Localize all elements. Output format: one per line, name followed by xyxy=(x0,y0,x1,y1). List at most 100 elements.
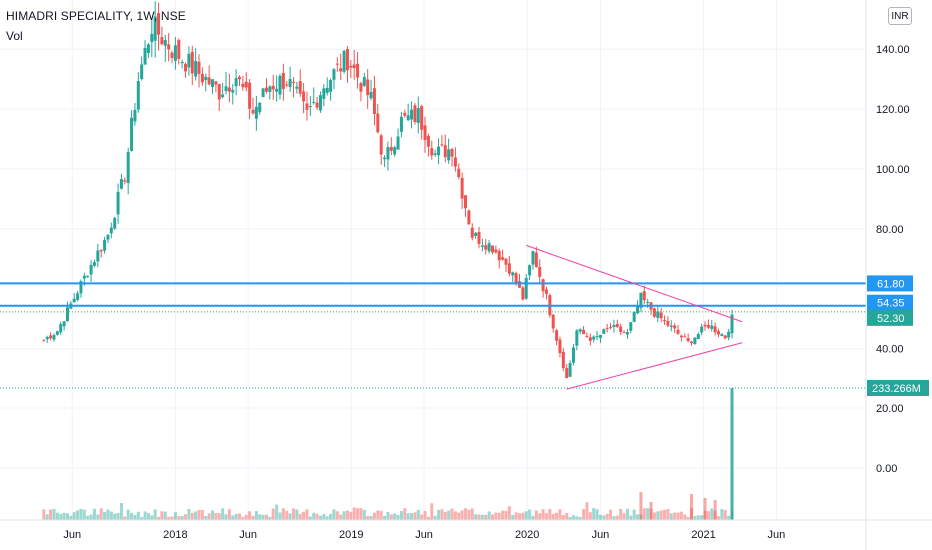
volume-bar xyxy=(679,511,683,520)
candle-body xyxy=(490,245,494,253)
volume-bar xyxy=(278,512,282,520)
candle-body xyxy=(126,152,130,184)
volume-bar xyxy=(561,514,565,520)
candle-body xyxy=(706,325,710,328)
candle-body xyxy=(487,243,491,252)
candle-body xyxy=(679,335,683,338)
candle-body xyxy=(352,64,356,69)
candle-body xyxy=(248,82,252,109)
volume-bar xyxy=(288,513,292,520)
volume-bar xyxy=(109,511,113,520)
volume-bar xyxy=(649,502,653,520)
drawings[interactable] xyxy=(0,244,866,390)
candle-body xyxy=(335,63,339,65)
candle-body xyxy=(62,321,66,327)
candle-body xyxy=(464,195,468,209)
candle-body xyxy=(467,210,471,225)
volume-bar xyxy=(173,512,177,520)
volume-bar xyxy=(275,504,279,520)
volume-bar xyxy=(652,512,656,520)
candle-body xyxy=(332,69,336,80)
volume-bar xyxy=(474,514,478,520)
candle-body xyxy=(197,61,201,74)
volume-bar xyxy=(116,512,120,520)
volume-bar xyxy=(241,516,245,520)
volume-bar xyxy=(244,514,248,520)
volume-bar xyxy=(194,511,198,520)
volume-bar xyxy=(578,516,582,520)
volume-bar xyxy=(227,509,231,520)
candle-body xyxy=(571,347,575,363)
price-tags: 61.80 54.35 52.30 233.266M xyxy=(867,275,929,396)
candle-body xyxy=(609,327,613,329)
candle-body xyxy=(723,335,727,339)
volume-bar xyxy=(69,515,73,520)
volume-bar xyxy=(430,503,434,520)
volume-bar xyxy=(140,516,144,520)
volume-bar xyxy=(366,516,370,520)
candle-body xyxy=(89,264,93,275)
volume-bar xyxy=(730,388,734,520)
volume-bar xyxy=(106,509,110,520)
candle-body xyxy=(45,336,49,340)
currency-button[interactable]: INR xyxy=(888,7,912,25)
candle-body xyxy=(534,252,538,267)
volume-bar xyxy=(551,513,555,520)
candle-body xyxy=(420,106,424,130)
volume-bar xyxy=(221,508,225,520)
volume-bar xyxy=(538,513,542,520)
candle-body xyxy=(673,325,677,329)
candle-body xyxy=(565,368,569,379)
volume-bar xyxy=(315,513,319,520)
volume-bar xyxy=(359,508,363,520)
volume-bar xyxy=(437,510,441,520)
candle-body xyxy=(713,326,717,333)
candle-body xyxy=(676,329,680,334)
volume-bar xyxy=(723,510,727,520)
candle-body xyxy=(224,86,228,92)
candle-body xyxy=(99,250,103,252)
volume-indicator-label[interactable]: Vol xyxy=(6,29,23,43)
candle-body xyxy=(146,44,150,53)
candle-body xyxy=(403,112,407,116)
chart-title: HIMADRI SPECIALITY, 1W, NSE xyxy=(6,9,186,23)
candle-body xyxy=(625,332,629,335)
candle-body xyxy=(636,306,640,314)
volume-bar xyxy=(369,515,373,520)
volume-bar xyxy=(558,509,562,520)
volume-bar xyxy=(99,508,103,520)
candle-body xyxy=(642,291,646,301)
volume-bar xyxy=(177,516,181,520)
volume-bar xyxy=(126,509,130,520)
volume-bar xyxy=(484,514,488,520)
y-tick-label: 120.00 xyxy=(876,104,910,116)
volume-bar xyxy=(595,509,599,520)
volume-bar xyxy=(103,511,107,520)
candle-body xyxy=(318,95,322,111)
volume-bar xyxy=(410,513,414,520)
volume-bar xyxy=(544,512,548,520)
candle-body xyxy=(42,339,46,341)
volume-bar xyxy=(487,511,491,520)
volume-bar xyxy=(504,510,508,520)
candle-body xyxy=(150,34,154,43)
candle-body xyxy=(470,227,474,238)
volume-bar xyxy=(636,514,640,520)
candle-body xyxy=(72,298,76,303)
x-tick-label: Jun xyxy=(239,529,257,541)
candle-body xyxy=(92,262,96,266)
candle-body xyxy=(359,83,363,92)
candle-body xyxy=(585,335,589,337)
price-tag: 61.80 xyxy=(877,278,905,290)
candle-body xyxy=(551,314,555,329)
candle-body xyxy=(356,63,360,78)
candle-body xyxy=(285,84,289,86)
candle-body xyxy=(295,86,299,89)
candle-body xyxy=(302,91,306,102)
y-tick-label: 40.00 xyxy=(876,344,904,356)
candle-body xyxy=(727,331,731,338)
x-tick-label: 2021 xyxy=(691,529,715,541)
price-tag-bg xyxy=(867,294,913,311)
